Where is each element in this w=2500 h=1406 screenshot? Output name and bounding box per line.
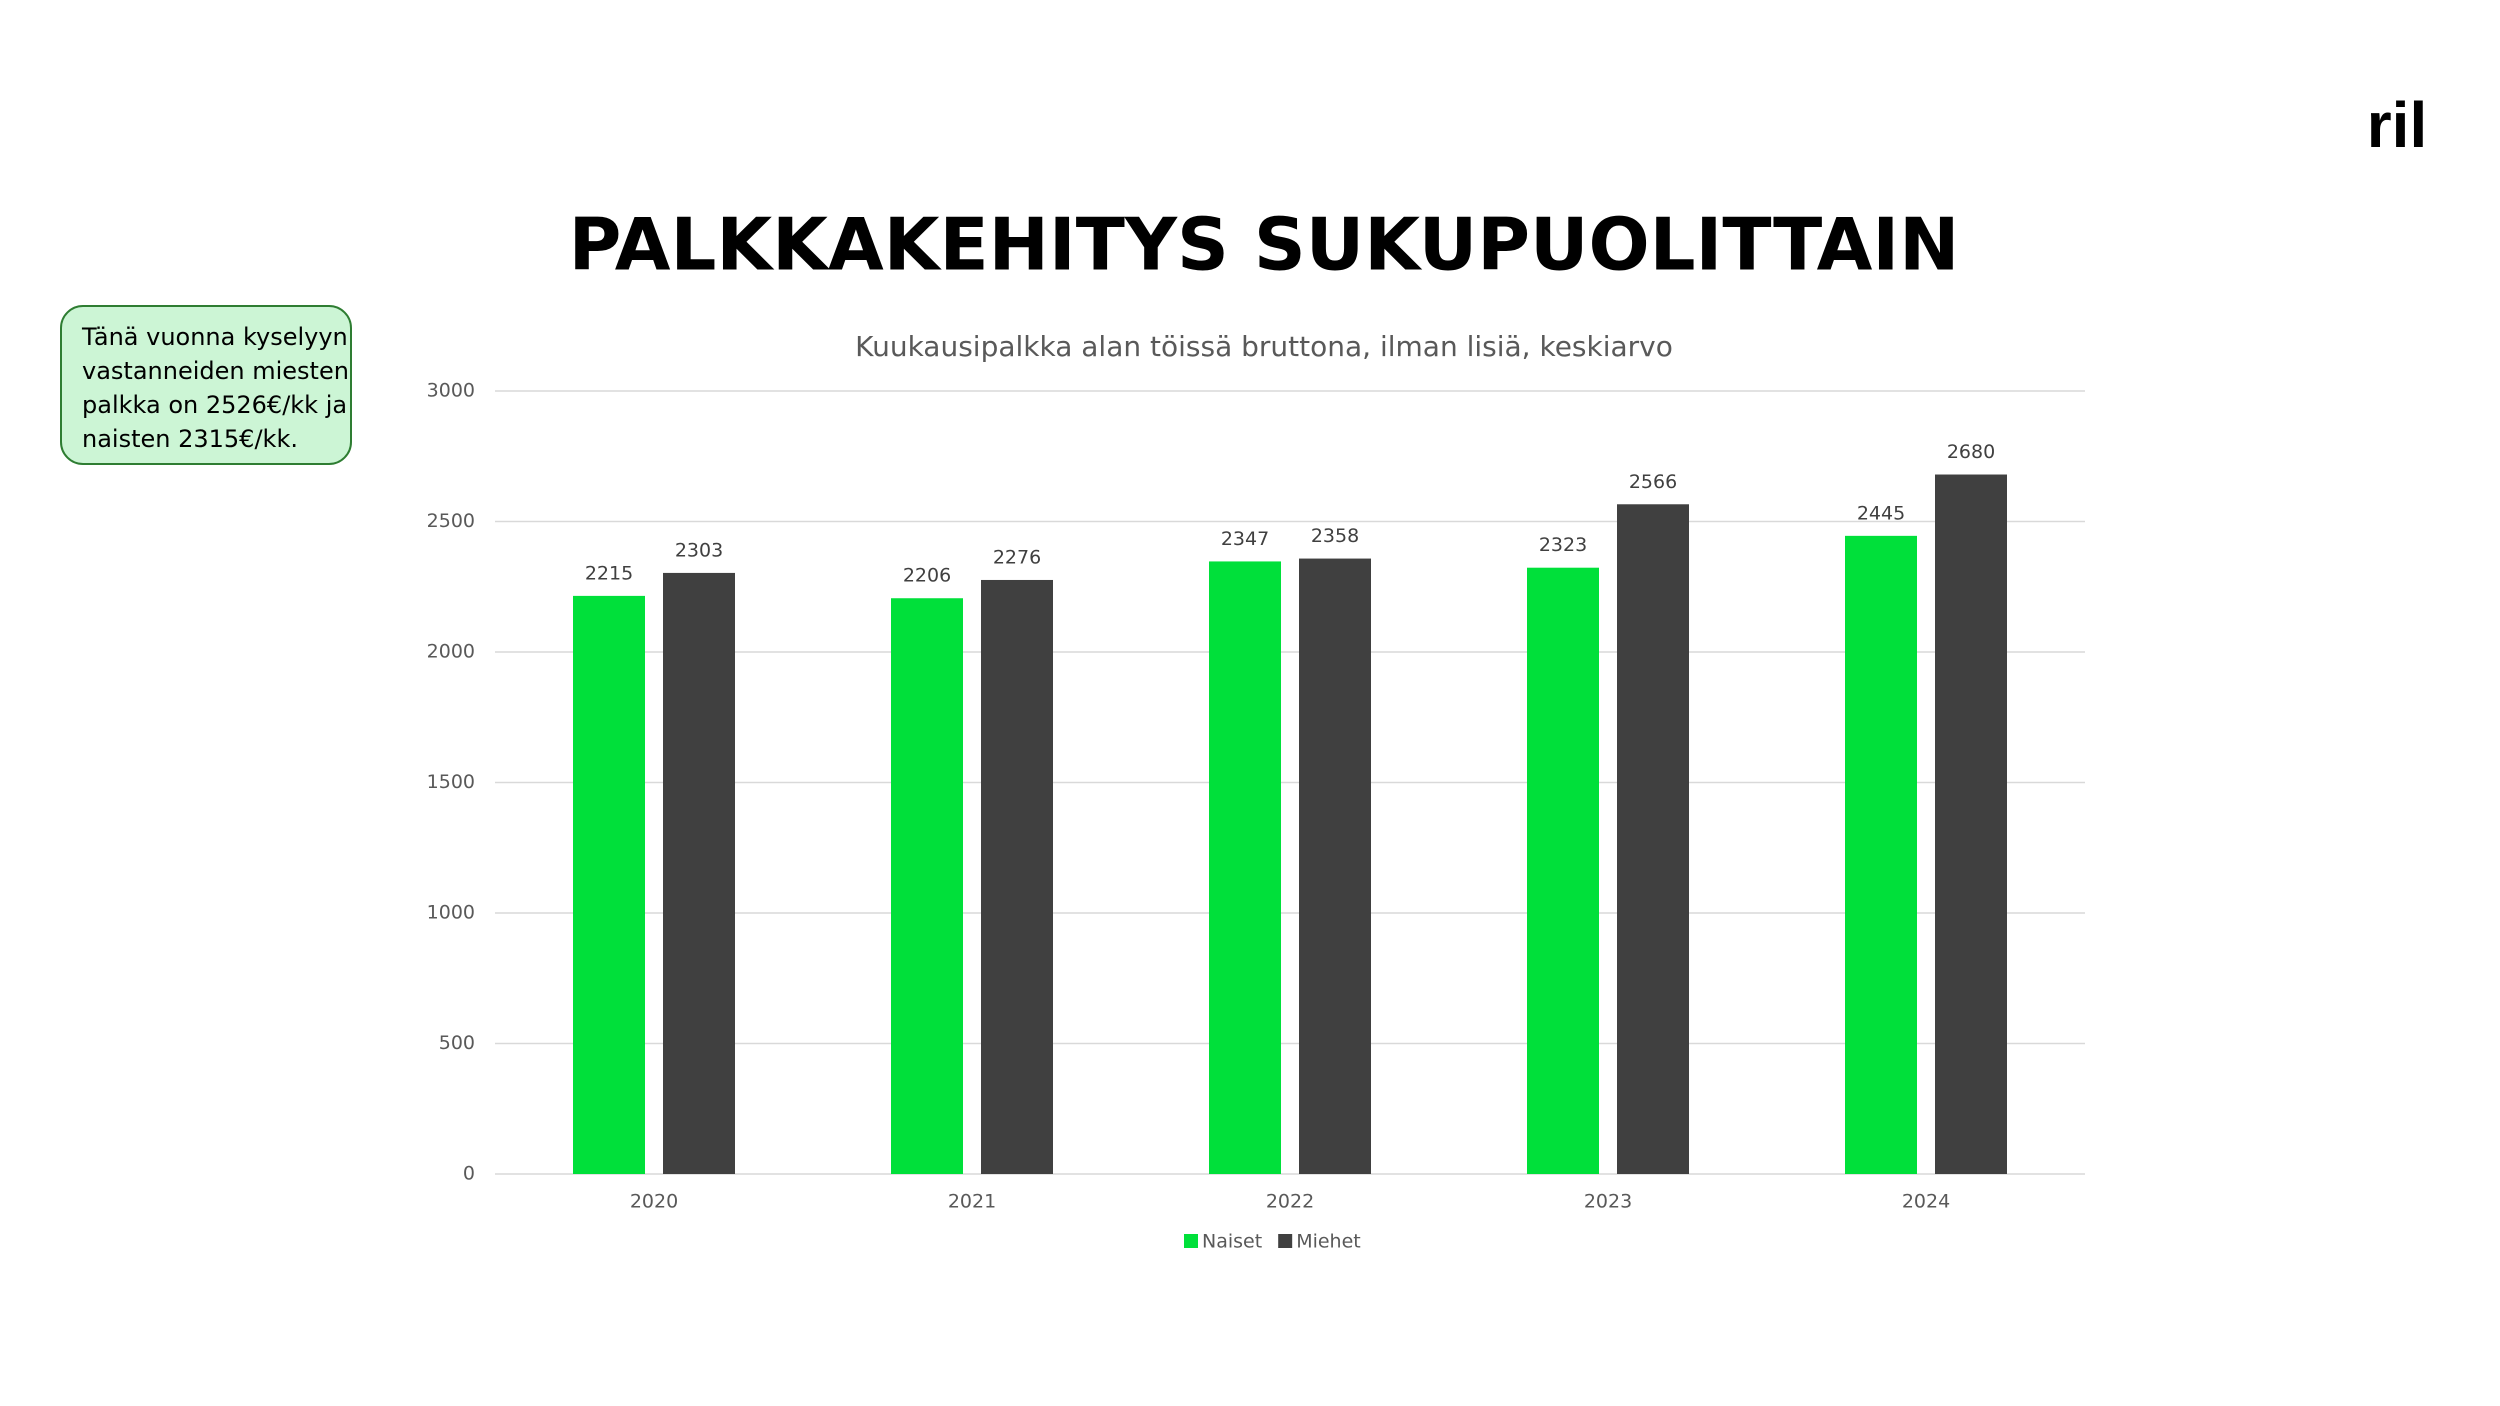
bar bbox=[1935, 474, 2007, 1174]
bar bbox=[663, 572, 735, 1174]
y-tick-label: 2000 bbox=[427, 641, 475, 663]
legend-swatch bbox=[1184, 1234, 1198, 1248]
x-tick-label: 2020 bbox=[630, 1191, 678, 1213]
x-tick-label: 2022 bbox=[1266, 1191, 1314, 1213]
value-label: 2323 bbox=[1539, 534, 1587, 556]
value-label: 2445 bbox=[1857, 502, 1905, 524]
bar bbox=[1209, 561, 1281, 1174]
legend-swatch bbox=[1278, 1234, 1293, 1248]
y-tick-label: 3000 bbox=[427, 380, 475, 402]
note-text: vastanneiden miesten bbox=[82, 357, 349, 385]
y-tick-label: 1000 bbox=[427, 902, 475, 924]
bar bbox=[1527, 567, 1599, 1174]
logo: ril bbox=[2367, 89, 2427, 161]
bar bbox=[1617, 504, 1689, 1174]
value-label: 2215 bbox=[585, 562, 633, 584]
legend-label: Miehet bbox=[1296, 1231, 1361, 1253]
legend-label: Naiset bbox=[1202, 1231, 1262, 1253]
bar bbox=[981, 579, 1053, 1174]
y-tick-label: 0 bbox=[463, 1163, 475, 1185]
note-box bbox=[60, 305, 352, 465]
value-label: 2303 bbox=[675, 539, 723, 561]
value-label: 2680 bbox=[1947, 441, 1995, 463]
bar bbox=[891, 598, 963, 1174]
value-label: 2566 bbox=[1629, 471, 1677, 493]
x-tick-label: 2023 bbox=[1584, 1191, 1632, 1213]
value-label: 2347 bbox=[1221, 528, 1269, 550]
y-tick-label: 500 bbox=[439, 1032, 475, 1054]
y-tick-label: 2500 bbox=[427, 510, 475, 532]
value-label: 2358 bbox=[1311, 525, 1359, 547]
value-label: 2276 bbox=[993, 546, 1041, 568]
chart-title: PALKKAKEHITYS SUKUPUOLITTAIN bbox=[569, 203, 1960, 287]
bar bbox=[1299, 558, 1371, 1174]
value-label: 2206 bbox=[903, 565, 951, 587]
bar bbox=[573, 595, 645, 1174]
x-tick-label: 2024 bbox=[1902, 1191, 1950, 1213]
x-tick-label: 2021 bbox=[948, 1191, 996, 1213]
note-text: Tänä vuonna kyselyyn bbox=[81, 323, 348, 351]
note-text: palkka on 2526€/kk ja bbox=[82, 391, 347, 419]
y-tick-label: 1500 bbox=[427, 771, 475, 793]
bar bbox=[1845, 535, 1917, 1174]
note-text: naisten 2315€/kk. bbox=[82, 425, 298, 453]
chart-subtitle: Kuukausipalkka alan töissä bruttona, ilm… bbox=[855, 330, 1673, 363]
